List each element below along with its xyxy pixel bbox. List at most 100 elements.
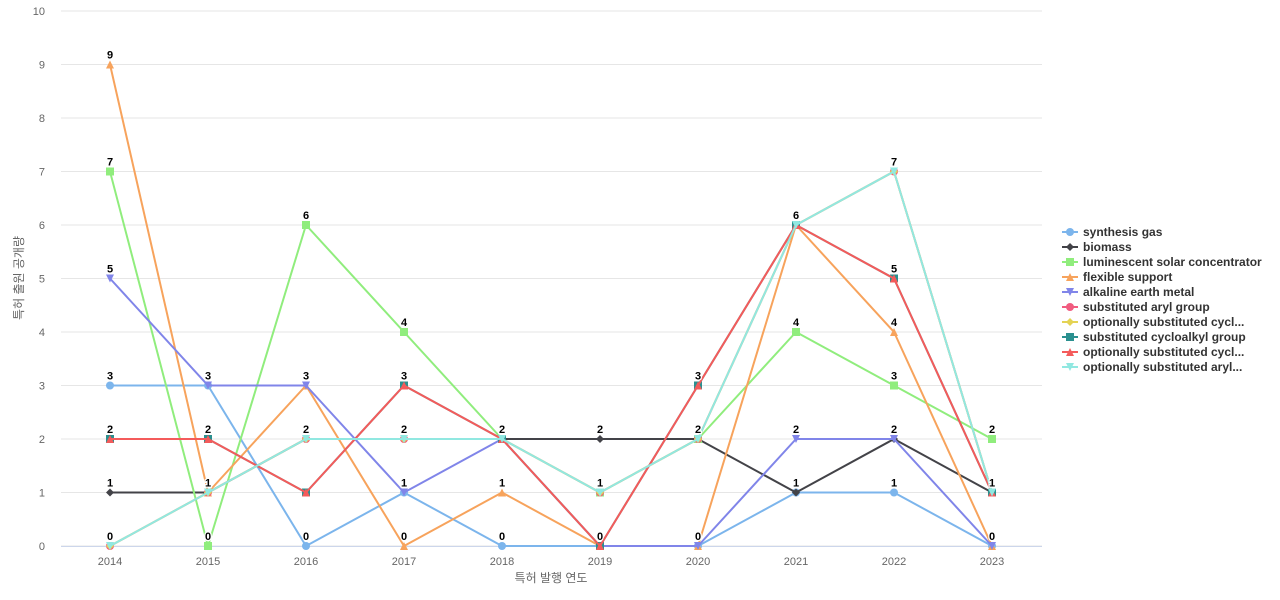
- data-label: 5: [891, 264, 897, 276]
- data-point[interactable]: [204, 542, 212, 550]
- data-point[interactable]: [204, 381, 212, 390]
- data-point[interactable]: [498, 488, 506, 497]
- data-label: 2: [205, 424, 211, 436]
- legend-swatch: [1062, 317, 1078, 326]
- data-point[interactable]: [106, 274, 114, 283]
- data-point[interactable]: [596, 435, 604, 443]
- data-point[interactable]: [890, 381, 898, 390]
- x-tick-label: 2016: [294, 556, 318, 568]
- legend-item[interactable]: substituted cycloalkyl group: [1062, 329, 1262, 344]
- legend-item[interactable]: synthesis gas: [1062, 224, 1262, 239]
- y-tick-label: 6: [39, 220, 45, 232]
- data-point[interactable]: [400, 328, 408, 336]
- legend-swatch: [1062, 227, 1078, 236]
- data-point[interactable]: [498, 435, 506, 443]
- data-point[interactable]: [106, 167, 114, 176]
- data-label: 1: [205, 478, 211, 490]
- data-label: 2: [891, 424, 897, 436]
- data-label: 4: [891, 317, 898, 329]
- data-point[interactable]: [302, 221, 310, 229]
- data-label: 4: [793, 317, 800, 329]
- data-point[interactable]: [400, 488, 408, 497]
- data-point[interactable]: [596, 542, 604, 550]
- data-point[interactable]: [890, 167, 898, 176]
- data-label: 2: [499, 424, 505, 436]
- data-point[interactable]: [988, 542, 996, 550]
- legend-label: optionally substituted cycl...: [1083, 344, 1245, 359]
- data-point[interactable]: [694, 435, 702, 443]
- data-point[interactable]: [792, 221, 800, 229]
- data-point[interactable]: [106, 435, 114, 443]
- data-label: 1: [989, 478, 995, 490]
- data-point[interactable]: [498, 542, 506, 550]
- data-label: 1: [401, 478, 407, 490]
- data-point[interactable]: [596, 488, 604, 497]
- legend-swatch: [1062, 287, 1078, 296]
- data-point[interactable]: [302, 435, 310, 443]
- data-point[interactable]: [302, 488, 310, 497]
- y-axis-title: 특허 출원 공개량: [12, 236, 26, 320]
- data-point[interactable]: [302, 542, 310, 550]
- y-tick-label: 0: [39, 541, 45, 553]
- data-label-layer: 9 7 5 3 2 1 0 3 2 1 0 6 3 2 0 4 3 2 1 0 2 1 0 2 1 0 3 2 0 6 4 2 1 7 5 4 3 2 1 2…: [106, 48, 997, 544]
- data-point[interactable]: [204, 488, 212, 497]
- legend-item[interactable]: substituted aryl group: [1062, 299, 1262, 314]
- series-10: [106, 167, 996, 550]
- data-point[interactable]: [204, 435, 212, 443]
- data-point[interactable]: [694, 542, 702, 550]
- data-point[interactable]: [988, 488, 996, 497]
- legend-item[interactable]: biomass: [1062, 239, 1262, 254]
- legend-swatch: [1062, 302, 1078, 311]
- chart-legend: synthesis gas biomass luminescent solar co…: [1062, 224, 1262, 374]
- legend-item[interactable]: luminescent solar concentrator: [1062, 254, 1262, 269]
- data-label: 1: [793, 478, 799, 490]
- data-point[interactable]: [400, 381, 408, 390]
- data-point[interactable]: [988, 435, 996, 443]
- series-line: [109, 277, 993, 547]
- legend-label: biomass: [1083, 239, 1132, 254]
- y-tick-label: 2: [39, 434, 45, 446]
- data-point[interactable]: [106, 60, 114, 69]
- data-label: 0: [205, 531, 211, 543]
- data-point[interactable]: [106, 381, 114, 390]
- data-point[interactable]: [106, 488, 114, 497]
- legend-item[interactable]: flexible support: [1062, 269, 1262, 284]
- legend-swatch: [1062, 362, 1078, 371]
- legend-item[interactable]: optionally substituted cycl...: [1062, 344, 1262, 359]
- series-4: [106, 60, 996, 550]
- y-tick-label: 7: [39, 167, 45, 179]
- data-point[interactable]: [400, 435, 408, 443]
- data-label: 2: [303, 424, 309, 436]
- data-label: 2: [793, 424, 799, 436]
- data-point[interactable]: [792, 435, 800, 443]
- data-point[interactable]: [400, 542, 408, 550]
- data-point[interactable]: [890, 274, 898, 283]
- legend-swatch: [1062, 257, 1078, 266]
- data-label: 3: [891, 371, 897, 383]
- data-point[interactable]: [694, 381, 702, 390]
- data-label: 3: [401, 371, 407, 383]
- y-tick-label: 5: [39, 274, 45, 286]
- data-point[interactable]: [890, 328, 898, 336]
- legend-item[interactable]: alkaline earth metal: [1062, 284, 1262, 299]
- data-point[interactable]: [890, 488, 898, 497]
- data-point[interactable]: [890, 435, 898, 443]
- legend-label: substituted aryl group: [1083, 299, 1210, 314]
- legend-item[interactable]: optionally substituted aryl...: [1062, 359, 1262, 374]
- series-layer: [106, 60, 996, 550]
- data-point[interactable]: [792, 328, 800, 336]
- data-point[interactable]: [302, 381, 310, 390]
- x-tick-label: 2023: [980, 556, 1004, 568]
- data-label: 2: [401, 424, 407, 436]
- data-label: 0: [107, 531, 113, 543]
- y-tick-label: 10: [33, 6, 45, 18]
- data-point[interactable]: [106, 542, 114, 550]
- x-tick-label: 2021: [784, 556, 808, 568]
- legend-swatch: [1062, 332, 1078, 341]
- legend-swatch: [1062, 347, 1078, 356]
- legend-item[interactable]: optionally substituted cycl...: [1062, 314, 1262, 329]
- y-tick-label: 9: [39, 60, 45, 72]
- x-tick-label: 2018: [490, 556, 514, 568]
- data-point[interactable]: [792, 488, 800, 497]
